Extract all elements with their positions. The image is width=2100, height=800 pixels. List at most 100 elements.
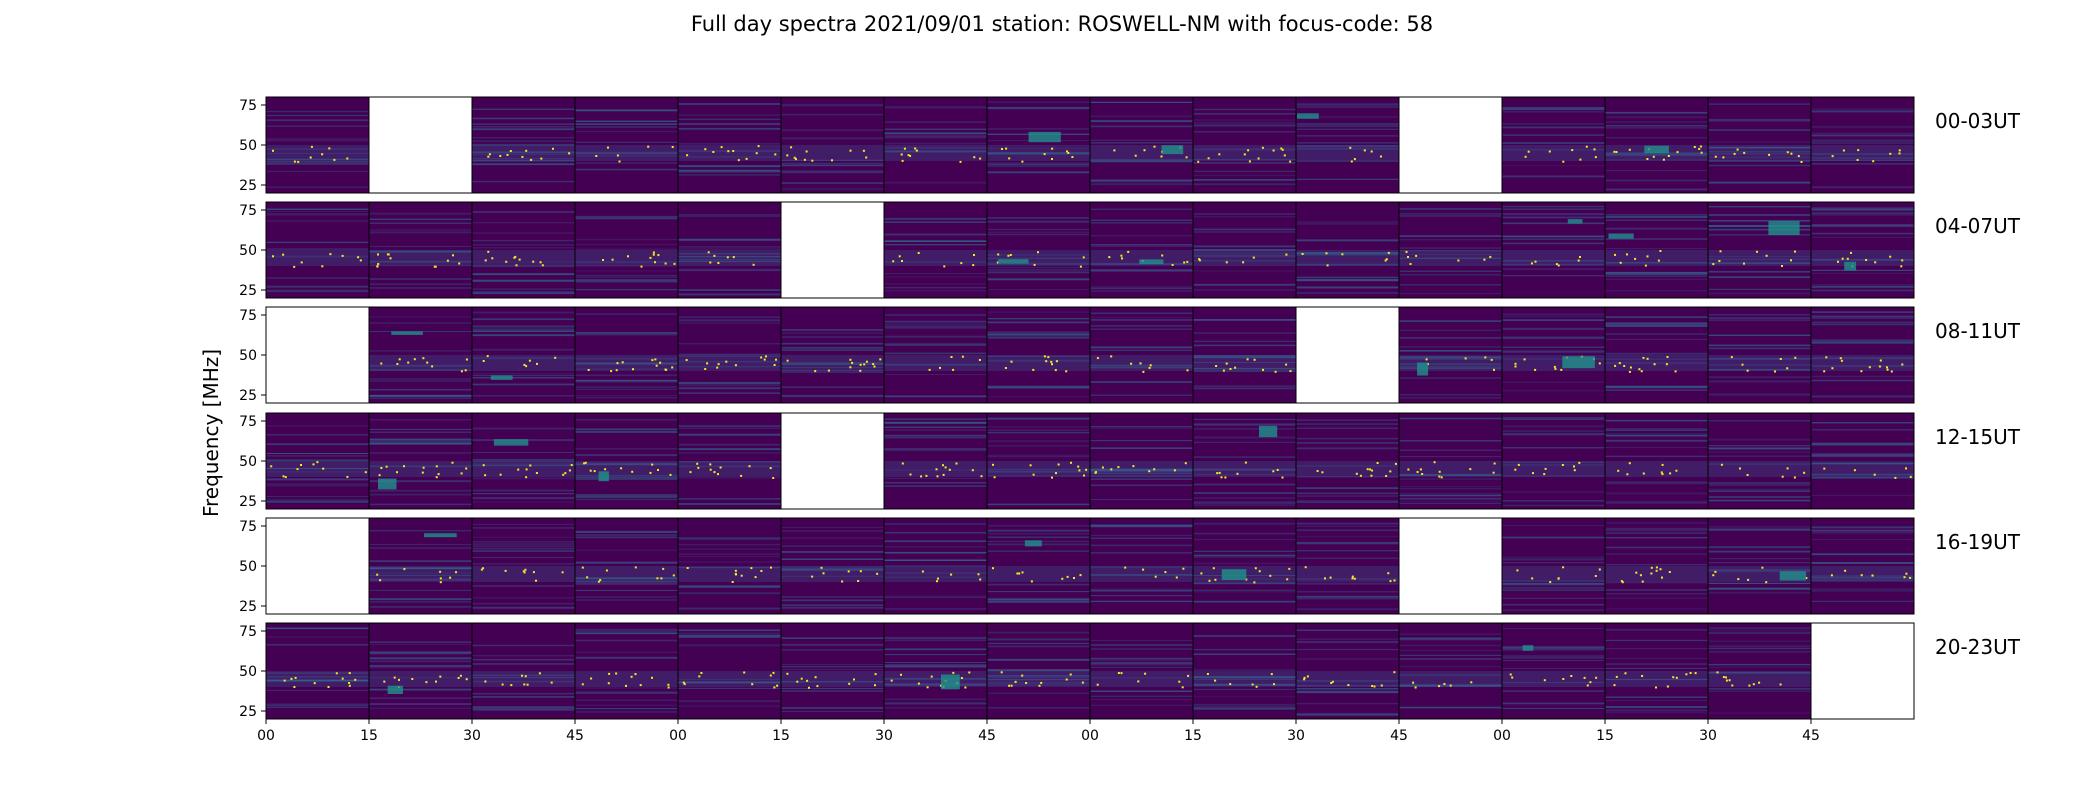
emission-dot [865,156,868,159]
spectral-band [472,158,575,160]
spectrum-panel [1501,412,1606,510]
spectral-band [1605,127,1708,129]
spectral-band [1090,269,1193,271]
spectral-band [1193,483,1296,486]
emission-dot [451,461,454,464]
spectrum-panel [1501,201,1606,299]
emission-dot [1562,678,1565,680]
spectral-band [1296,535,1399,537]
spectral-band [1399,456,1502,458]
burst [1567,219,1583,224]
spectral-band [1502,587,1605,589]
spectral-band [1811,579,1914,581]
spectral-band [987,331,1090,334]
emission-dot [1197,160,1200,163]
panel-background [1811,202,1914,298]
spectral-band [678,123,781,125]
spectral-band [1502,657,1605,659]
spectral-band [781,103,884,106]
emission-dot [1640,370,1643,373]
fm-band [1605,250,1708,266]
emission-dot [1457,259,1460,262]
emission-dot [1057,463,1060,466]
spectral-band [1605,322,1708,324]
emission-dot [1621,581,1624,584]
spectral-band [1708,525,1811,528]
spectral-band [369,547,472,549]
emission-dot [1067,151,1070,154]
spectral-band [1090,600,1193,603]
spectral-band [1296,522,1399,525]
emission-dot [795,158,797,161]
spectral-band [1811,532,1914,534]
emission-dot [1839,357,1842,360]
emission-dot [460,472,463,475]
spectral-band [1090,704,1193,706]
spectral-band [266,643,369,646]
spectral-band [1090,666,1193,668]
emission-dot [704,368,707,370]
emission-dot [595,155,598,157]
fm-band [575,566,678,582]
spectral-band [1090,208,1193,210]
spectral-band [987,669,1090,672]
spectrum-panel [368,306,473,404]
spectral-band [472,247,575,249]
emission-dot [992,567,994,570]
spectral-band [1502,500,1605,502]
spectrum-panel [1707,96,1812,194]
spectral-band [369,441,472,444]
fm-band [781,566,884,582]
spectral-band [1811,157,1914,159]
emission-dot [1244,461,1247,464]
spectral-band [1296,423,1399,425]
spectral-band [369,530,472,532]
emission-dot [1619,261,1622,264]
spectral-band [1090,346,1193,349]
spectrum-panel [780,622,885,720]
spectral-band [884,683,987,685]
spectral-band [266,627,369,629]
spectral-band [1708,348,1811,350]
spectral-band [1399,284,1502,286]
spectrum-panel [1192,96,1297,194]
spectral-band [1193,179,1296,181]
panel-background [884,413,987,509]
spectral-band [678,678,781,680]
spectral-band [369,544,472,546]
emission-dot [1642,472,1645,475]
emission-dot [786,672,789,675]
spectral-band [781,370,884,372]
emission-dot [523,571,526,574]
y-tick-label: 50 [239,243,257,259]
spectral-band [987,336,1090,339]
spectral-band [1193,591,1296,593]
spectral-band [575,577,678,580]
x-tick-label: 00 [257,728,275,744]
spectral-band [1193,159,1296,161]
spectral-band [987,171,1090,174]
spectral-band [1193,456,1296,458]
spectral-band [678,261,781,263]
emission-dot [1548,150,1551,153]
emission-dot [1065,370,1068,373]
spectral-band [575,168,678,171]
panel-background [678,97,781,193]
spectral-band [884,132,987,135]
emission-dot [1316,470,1319,472]
spectral-band [678,214,781,216]
emission-dot [1449,684,1452,687]
spectral-band [1399,644,1502,647]
spectral-band [575,478,678,480]
emission-dot [1261,146,1264,149]
emission-dot [1032,368,1035,371]
spectral-band [678,499,781,500]
spectral-band [472,180,575,183]
spectral-band [1193,183,1296,186]
spectral-band [1708,225,1811,227]
spectral-band [575,238,678,241]
emission-dot [589,469,592,472]
spectral-band [1605,276,1708,277]
emission-dot [1043,355,1046,358]
emission-dot [1186,260,1189,263]
